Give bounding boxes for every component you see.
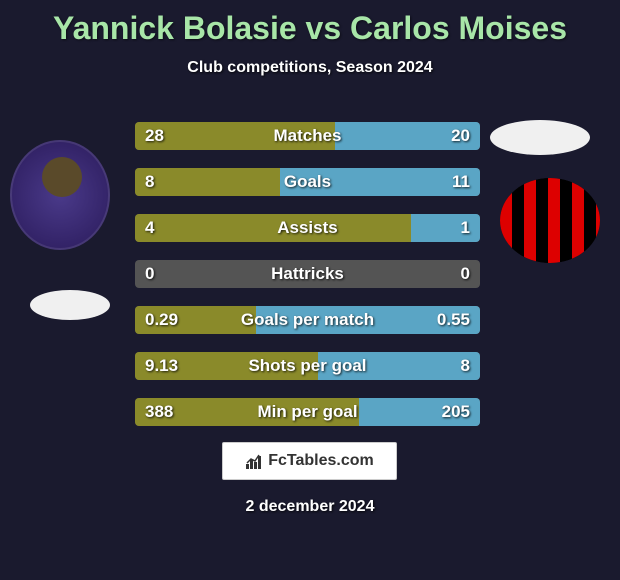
- stat-label: Hattricks: [135, 256, 480, 292]
- stat-value-right: 11: [452, 164, 470, 200]
- stat-value-left: 388: [145, 394, 173, 430]
- stats-container: Matches2820Goals811Assists41Hattricks00G…: [135, 118, 480, 440]
- stat-value-right: 8: [461, 348, 470, 384]
- stat-label: Assists: [135, 210, 480, 246]
- stat-label: Shots per goal: [135, 348, 480, 384]
- player-left-avatar: [10, 140, 110, 250]
- stat-value-left: 8: [145, 164, 154, 200]
- stat-row: Min per goal388 205: [135, 394, 480, 430]
- stat-label: Min per goal: [135, 394, 480, 430]
- stat-row: Goals per match0.29 0.55: [135, 302, 480, 338]
- stat-row: Goals8 11: [135, 164, 480, 200]
- brand-badge[interactable]: FcTables.com: [222, 442, 397, 480]
- stat-value-left: 9.13: [145, 348, 178, 384]
- player-right-avatar: [490, 120, 590, 155]
- stat-row: Shots per goal9.13 8: [135, 348, 480, 384]
- stat-value-left: 0: [145, 256, 154, 292]
- stat-value-left: 0.29: [145, 302, 178, 338]
- stat-value-right: 20: [451, 118, 470, 154]
- stat-label: Goals: [135, 164, 480, 200]
- stat-row: Hattricks0 0: [135, 256, 480, 292]
- footer-date: 2 december 2024: [0, 498, 620, 516]
- stat-label: Goals per match: [135, 302, 480, 338]
- stat-value-left: 4: [145, 210, 154, 246]
- stat-row: Matches28 20: [135, 118, 480, 154]
- club-logo-right: [500, 178, 600, 263]
- stat-value-right: 1: [461, 210, 470, 246]
- brand-label: FcTables.com: [268, 452, 374, 470]
- stat-value-right: 0.55: [437, 302, 470, 338]
- stat-row: Assists4 1: [135, 210, 480, 246]
- stat-value-left: 28: [145, 118, 164, 154]
- stat-label: Matches: [135, 118, 480, 154]
- page-title: Yannick Bolasie vs Carlos Moises: [0, 0, 620, 47]
- stat-value-right: 205: [442, 394, 470, 430]
- subtitle: Club competitions, Season 2024: [0, 59, 620, 77]
- stat-value-right: 0: [461, 256, 470, 292]
- chart-icon: [245, 452, 263, 470]
- club-logo-left: [30, 290, 110, 320]
